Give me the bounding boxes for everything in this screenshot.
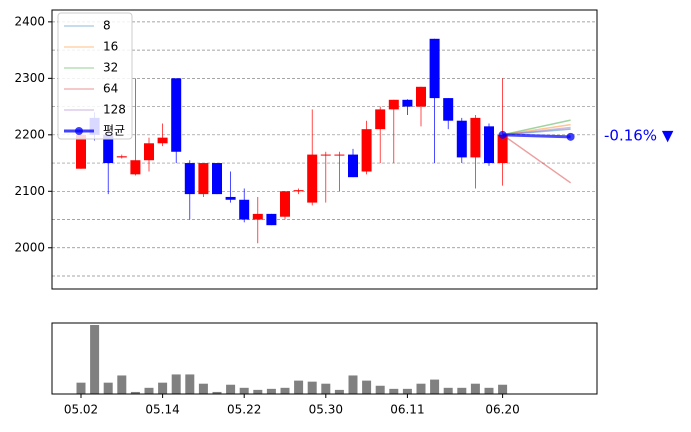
candle-body bbox=[266, 213, 277, 226]
candle-body bbox=[402, 99, 413, 107]
price-frame bbox=[51, 9, 598, 290]
y-tick-label: 2400 bbox=[14, 14, 45, 28]
candle-body bbox=[157, 137, 168, 144]
legend-label: 64 bbox=[103, 82, 118, 96]
volume-bar bbox=[185, 374, 195, 394]
y-tick-label: 2200 bbox=[14, 127, 45, 141]
volume-bar bbox=[158, 382, 168, 394]
legend-marker bbox=[75, 127, 83, 135]
candle-body bbox=[103, 134, 114, 164]
volume-bar bbox=[362, 380, 372, 394]
candle-body bbox=[280, 191, 290, 217]
volume-bar bbox=[457, 387, 467, 394]
volume-bar bbox=[266, 388, 276, 394]
candle-body bbox=[116, 156, 127, 158]
legend-box bbox=[57, 12, 133, 140]
volume-bar bbox=[307, 381, 317, 394]
candle-body bbox=[293, 190, 304, 192]
ma-line bbox=[502, 126, 571, 136]
candle-body bbox=[184, 163, 195, 195]
x-tick-label: 05.22 bbox=[227, 403, 261, 417]
x-tick-label: 06.20 bbox=[485, 403, 519, 417]
legend-label: 평균 bbox=[103, 124, 125, 138]
average-marker bbox=[566, 132, 575, 141]
candle-body bbox=[225, 196, 236, 200]
volume-bar bbox=[470, 383, 480, 394]
x-tick-label: 05.30 bbox=[309, 403, 343, 417]
x-tick-label: 05.14 bbox=[145, 403, 179, 417]
volume-bar bbox=[402, 388, 412, 394]
candle-body bbox=[348, 154, 358, 178]
volume-bar bbox=[375, 385, 385, 394]
legend-label: 128 bbox=[103, 103, 126, 117]
candle-body bbox=[130, 160, 141, 175]
candle-body bbox=[320, 154, 331, 156]
candle-body bbox=[497, 134, 508, 164]
volume-bar bbox=[484, 387, 494, 394]
y-tick-label: 2000 bbox=[14, 240, 45, 254]
candle-body bbox=[212, 163, 222, 195]
candle-body bbox=[307, 154, 318, 203]
average-marker bbox=[498, 130, 507, 139]
ma-line bbox=[502, 134, 572, 184]
candle-body bbox=[470, 117, 481, 158]
volume-bar bbox=[226, 384, 236, 394]
candle-body bbox=[484, 126, 494, 164]
candle-body bbox=[388, 99, 399, 110]
volume-bar bbox=[389, 388, 399, 394]
volume-bar bbox=[239, 387, 249, 394]
volume-bar bbox=[430, 379, 440, 394]
volume-bar bbox=[130, 391, 140, 394]
legend-label: 16 bbox=[103, 40, 118, 54]
volume-frame bbox=[51, 322, 598, 395]
volume-bar bbox=[321, 383, 331, 394]
candle-body bbox=[375, 109, 386, 130]
candle-body bbox=[76, 134, 86, 169]
volume-bar bbox=[198, 383, 208, 394]
candle-body bbox=[334, 154, 345, 156]
legend-label: 32 bbox=[103, 61, 118, 75]
y-tick-label: 2300 bbox=[14, 71, 45, 85]
volume-bar bbox=[280, 387, 290, 394]
volume-bar bbox=[294, 380, 304, 394]
volume-bar bbox=[76, 382, 86, 394]
y-tick-label: 2100 bbox=[14, 184, 45, 198]
candle-body bbox=[239, 199, 250, 220]
volume-bar bbox=[117, 375, 127, 394]
volume-bar bbox=[498, 384, 508, 394]
volume-bar bbox=[334, 389, 344, 394]
change-annotation: -0.16% ▼ bbox=[604, 127, 674, 145]
ma-line bbox=[502, 123, 571, 136]
candle-body bbox=[198, 163, 209, 195]
candle-body bbox=[429, 38, 440, 99]
volume-bar bbox=[90, 325, 100, 394]
x-tick-label: 05.02 bbox=[64, 403, 98, 417]
candle-body bbox=[144, 143, 154, 161]
ma-line bbox=[502, 119, 571, 136]
candle-body bbox=[361, 129, 372, 172]
volume-bar bbox=[144, 387, 154, 394]
candle-body bbox=[416, 86, 426, 107]
candle-body bbox=[443, 98, 454, 121]
volume-bar bbox=[103, 382, 113, 394]
legend-label: 8 bbox=[103, 19, 111, 33]
volume-bar bbox=[443, 387, 453, 394]
volume-bar bbox=[253, 389, 263, 394]
candle-body bbox=[171, 78, 182, 152]
x-tick-label: 06.11 bbox=[390, 403, 424, 417]
volume-bar bbox=[416, 383, 426, 394]
candle-body bbox=[456, 120, 467, 158]
average-line bbox=[502, 133, 571, 139]
volume-bar bbox=[212, 391, 222, 394]
volume-bar bbox=[348, 375, 358, 394]
volume-bar bbox=[171, 374, 181, 394]
candle-body bbox=[252, 213, 263, 220]
